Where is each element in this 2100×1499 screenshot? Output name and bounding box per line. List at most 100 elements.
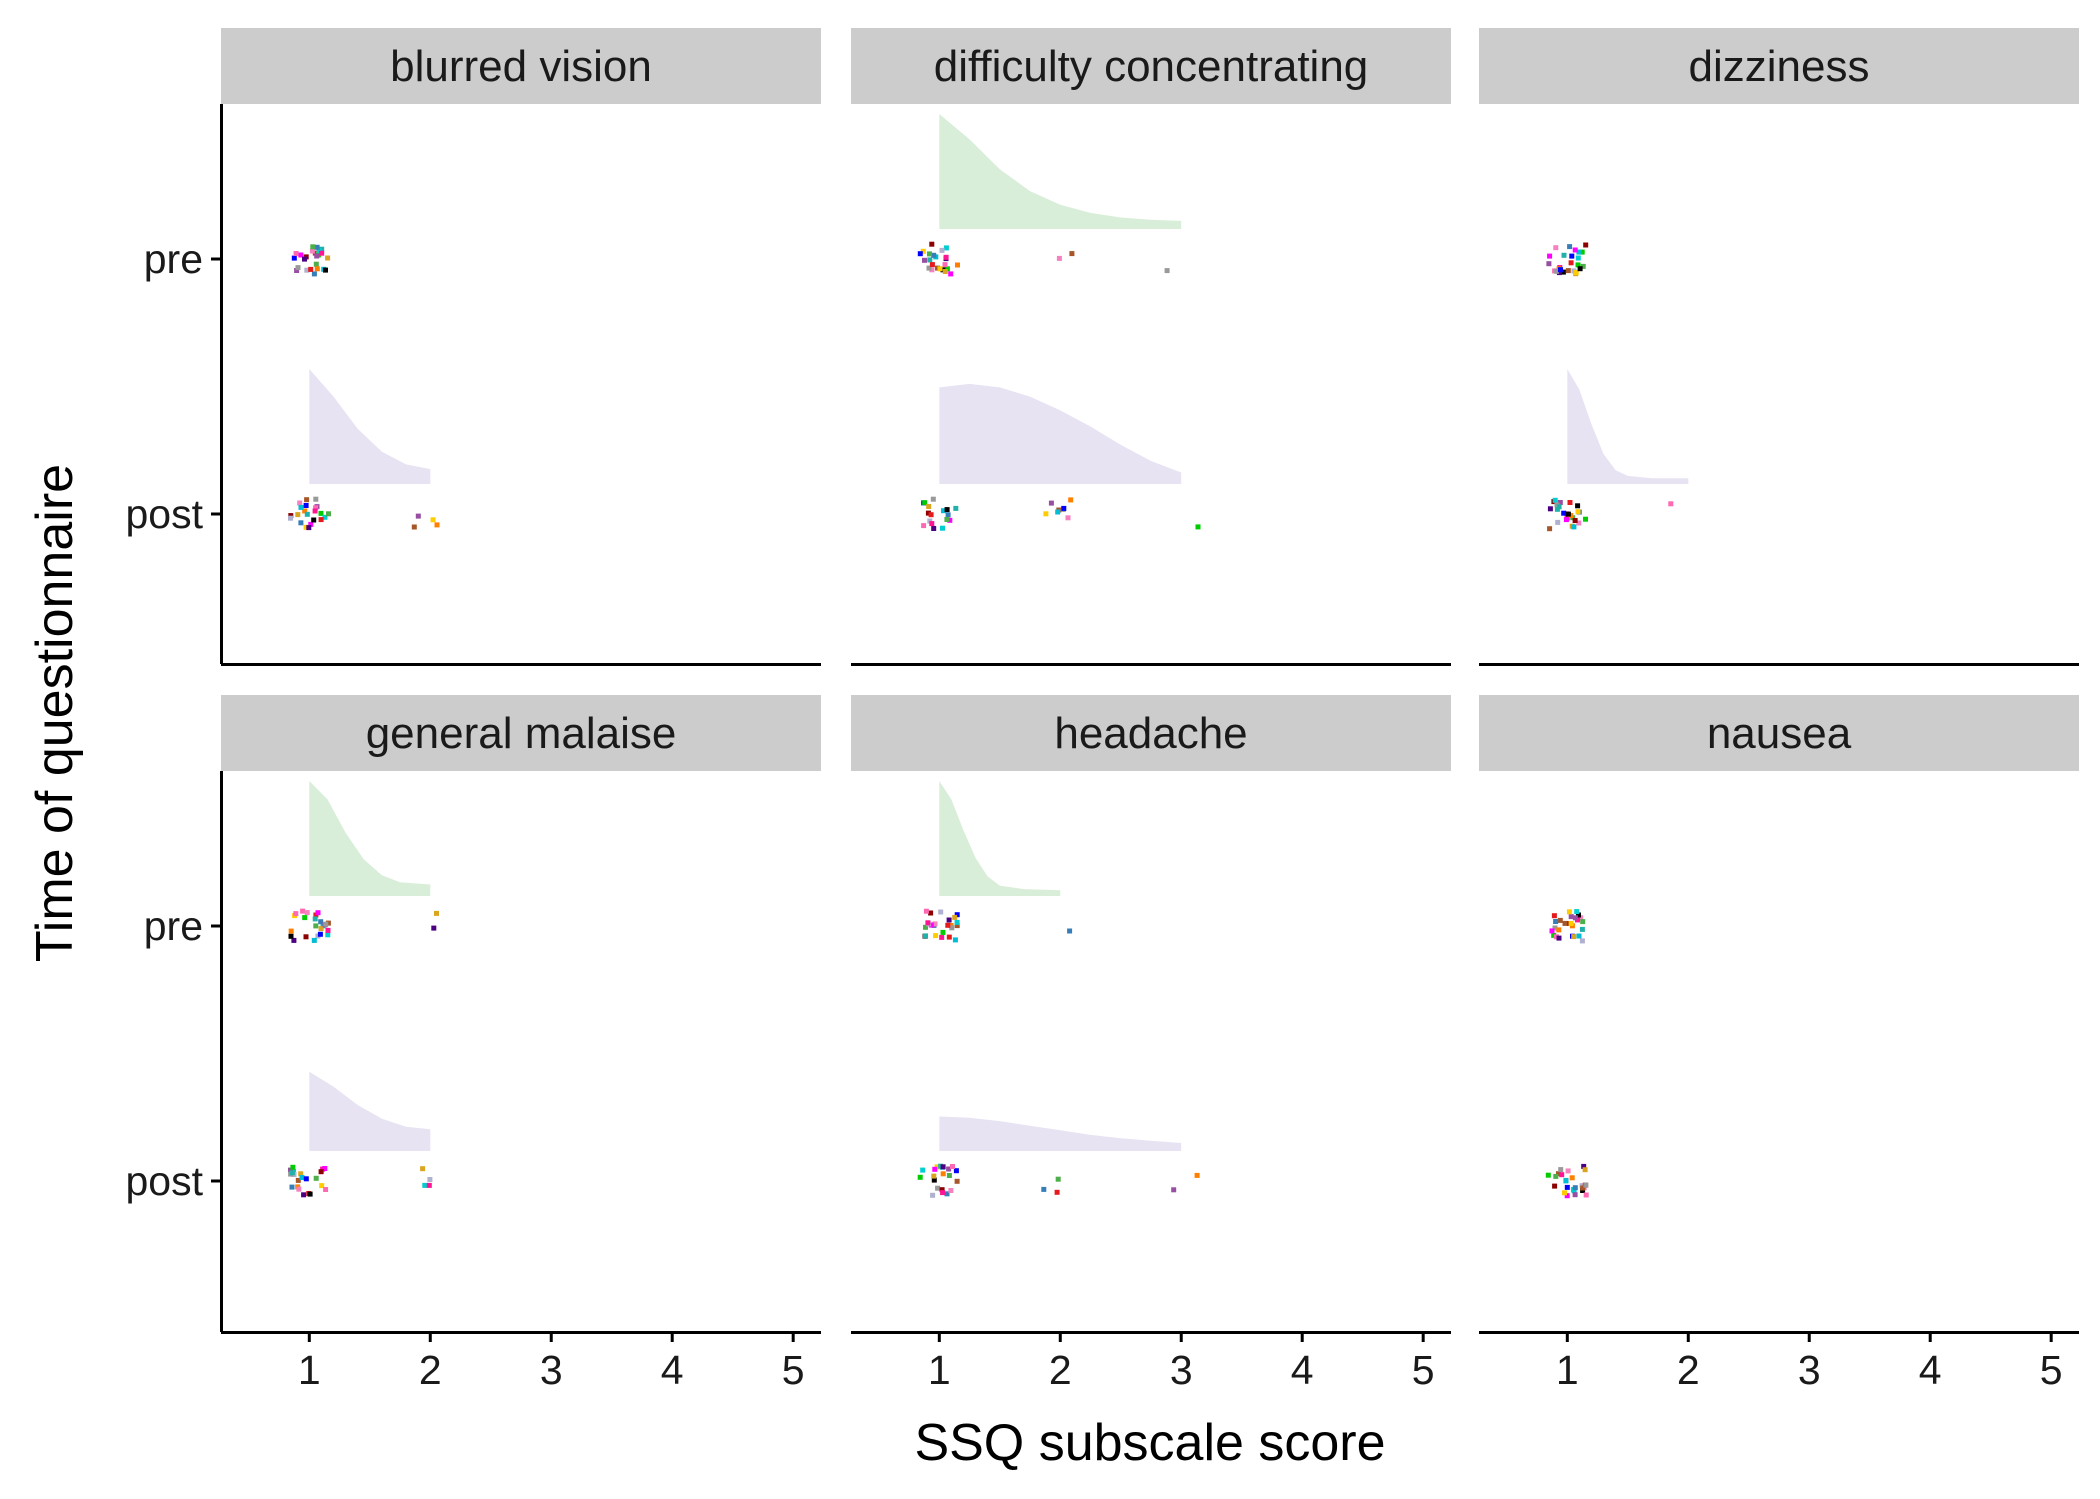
data-point <box>940 1190 946 1196</box>
data-point <box>317 931 323 937</box>
data-point <box>1557 500 1563 505</box>
data-point <box>1566 909 1572 915</box>
data-point <box>946 934 952 940</box>
data-point <box>318 517 324 523</box>
data-point <box>411 524 417 530</box>
data-point <box>311 517 317 523</box>
data-point <box>307 1191 313 1197</box>
facet-strip-difficulty-concentrating <box>851 28 1451 104</box>
data-point <box>1552 925 1558 931</box>
data-point <box>926 265 932 271</box>
data-point <box>944 517 950 522</box>
data-point <box>944 266 950 272</box>
data-point <box>316 248 322 254</box>
density-pre-headache <box>939 781 1061 896</box>
data-point <box>930 496 936 502</box>
data-point <box>940 1171 946 1177</box>
data-point <box>923 908 929 914</box>
data-point <box>1582 1167 1588 1173</box>
data-point <box>304 267 310 273</box>
x-tick-label: 3 <box>1798 1347 1821 1393</box>
data-point <box>300 908 306 914</box>
data-point <box>1572 518 1578 523</box>
data-point <box>929 521 935 527</box>
data-point <box>289 1184 295 1190</box>
data-point <box>318 919 324 925</box>
data-point <box>1579 938 1585 944</box>
data-point <box>1069 251 1075 257</box>
facet-title-general-malaise: general malaise <box>366 709 677 758</box>
data-point <box>945 922 951 928</box>
data-point <box>325 927 331 933</box>
data-point <box>931 1173 937 1179</box>
data-point <box>295 1177 301 1183</box>
data-point <box>1564 1184 1570 1190</box>
data-point <box>415 513 421 519</box>
data-point <box>1552 1183 1558 1189</box>
data-point <box>311 937 317 943</box>
data-point <box>309 248 315 254</box>
data-point <box>1547 526 1553 532</box>
data-point <box>323 267 328 273</box>
data-point <box>1556 270 1562 276</box>
data-point <box>303 934 309 940</box>
density-post-difficulty-concentrating <box>939 383 1182 484</box>
x-tick-label: 2 <box>419 1347 442 1393</box>
data-point <box>1553 245 1559 251</box>
data-point <box>939 934 945 940</box>
data-point <box>310 244 316 250</box>
data-point <box>1164 268 1170 274</box>
data-point <box>943 254 949 260</box>
data-point <box>302 256 307 262</box>
data-point <box>1575 255 1581 261</box>
x-tick-label: 2 <box>1049 1347 1072 1393</box>
data-point <box>1558 267 1563 273</box>
data-point <box>935 1185 941 1191</box>
x-tick-label: 4 <box>661 1347 684 1393</box>
data-point <box>1559 1172 1565 1178</box>
data-point <box>288 928 294 934</box>
facet-title-difficulty-concentrating: difficulty concentrating <box>934 42 1369 91</box>
data-point <box>937 266 943 272</box>
data-point <box>942 262 948 268</box>
data-point <box>1572 247 1578 253</box>
data-point <box>288 1167 293 1173</box>
data-point <box>1576 933 1582 939</box>
data-point <box>927 251 932 257</box>
data-point <box>298 252 304 258</box>
data-point <box>932 921 938 927</box>
data-point <box>1580 1185 1586 1191</box>
data-point <box>1549 928 1555 934</box>
data-point <box>1572 1192 1578 1198</box>
density-pre-difficulty-concentrating <box>939 114 1182 229</box>
data-point <box>290 1164 296 1170</box>
data-point <box>1055 1176 1061 1182</box>
data-point <box>308 521 314 527</box>
data-point <box>928 922 934 928</box>
data-point <box>434 910 439 916</box>
data-point <box>326 511 331 517</box>
data-point <box>948 1188 954 1193</box>
data-point <box>289 1170 295 1176</box>
data-point <box>1576 912 1581 918</box>
data-point <box>291 255 297 261</box>
data-point <box>939 247 945 253</box>
data-point <box>944 1191 950 1197</box>
data-point <box>928 910 934 916</box>
data-point <box>917 251 923 257</box>
data-point <box>1554 268 1560 274</box>
facet-strip-general-malaise <box>221 695 821 771</box>
data-point <box>929 267 935 273</box>
data-point <box>1043 511 1049 517</box>
data-point <box>926 504 932 509</box>
data-point <box>304 497 310 503</box>
data-point <box>1563 1178 1569 1184</box>
data-point <box>929 241 935 247</box>
data-point <box>1583 242 1589 248</box>
density-post-headache <box>939 1116 1182 1151</box>
density-pre-general-malaise <box>309 781 431 896</box>
data-point <box>296 1186 302 1192</box>
data-point <box>1556 504 1562 510</box>
data-point <box>933 933 939 939</box>
data-point <box>304 511 310 517</box>
